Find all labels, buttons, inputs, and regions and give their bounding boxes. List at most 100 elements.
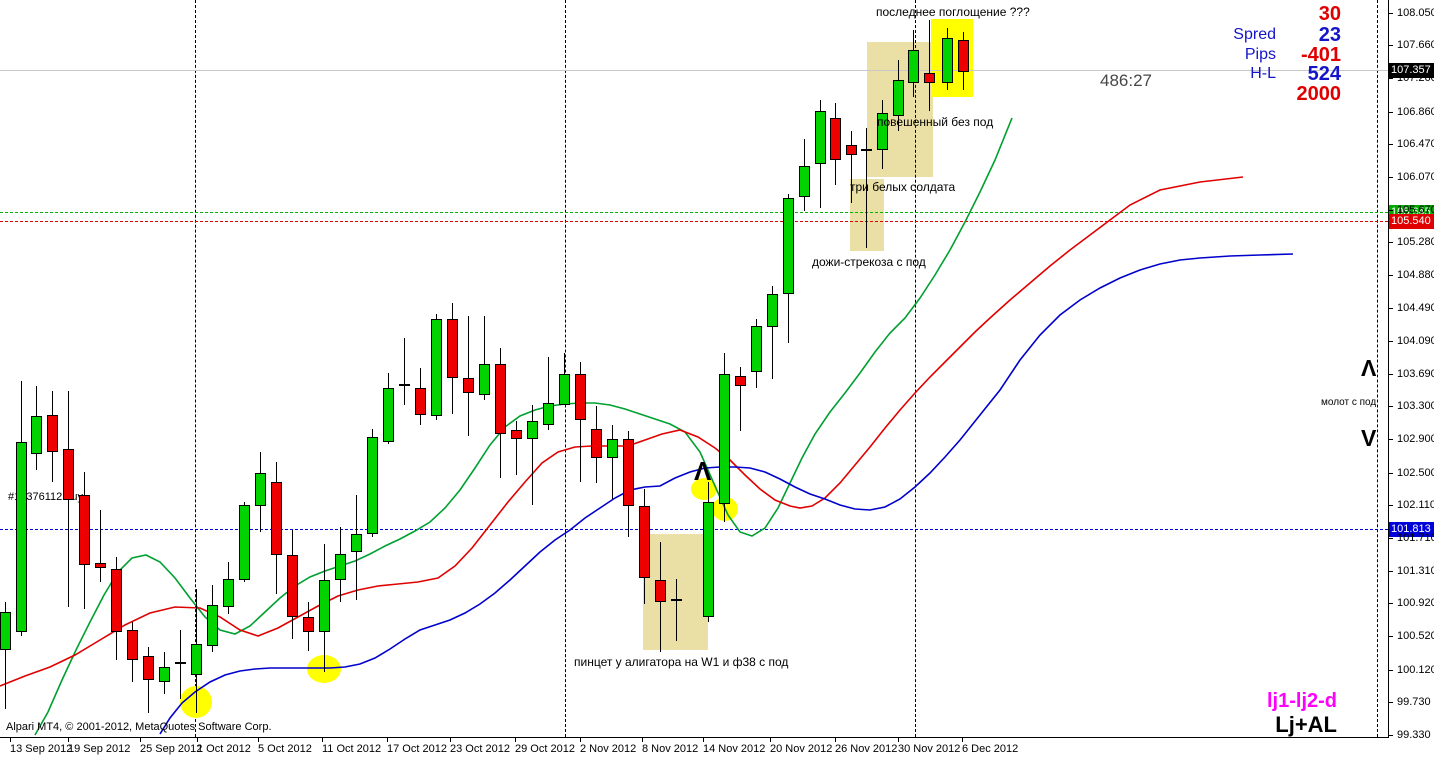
price-tag: 105.540 xyxy=(1389,213,1434,229)
date-label: 8 Nov 2012 xyxy=(642,743,699,755)
candle-wick xyxy=(929,19,930,111)
countdown-timer: 486:27 xyxy=(1100,71,1152,90)
candle-body xyxy=(575,374,586,420)
price-tick-label: 102.500 xyxy=(1397,466,1434,479)
date-label: 25 Sep 2012 xyxy=(140,743,203,755)
candle-wick xyxy=(516,421,517,476)
highlight-ellipse xyxy=(691,478,717,500)
candle-wick xyxy=(484,316,485,400)
chart-area[interactable]: #10376112 buy 486:27 lj1-lj2-d Lj+AL Alp… xyxy=(0,0,1389,738)
highlight-rect xyxy=(643,534,708,650)
date-label: 20 Nov 2012 xyxy=(770,743,833,755)
price-tag: 107.357 xyxy=(1389,63,1434,79)
candle-wick xyxy=(404,338,405,406)
candle-body xyxy=(924,73,935,84)
candle-body xyxy=(815,110,826,164)
date-label: 19 Sep 2012 xyxy=(68,743,131,755)
candle-wick xyxy=(851,130,852,204)
price-tick-label: 103.690 xyxy=(1397,368,1434,380)
candle-body xyxy=(799,166,810,197)
candle-wick xyxy=(866,128,867,249)
date-tick xyxy=(450,738,451,742)
candle-wick xyxy=(580,361,581,482)
hl-value: 524 xyxy=(1307,63,1341,85)
pattern-annotation: молот с под xyxy=(1321,397,1377,408)
price-tag: 101.813 xyxy=(1389,522,1434,538)
price-axis[interactable]: 107.357 105.645 105.540 101.813 108.050 107.6… xyxy=(1388,0,1434,741)
candle-body xyxy=(383,388,394,442)
candle-body xyxy=(511,430,522,440)
candle-body xyxy=(783,197,794,294)
date-label: 23 Oct 2012 xyxy=(450,743,510,755)
price-tick xyxy=(1388,45,1393,47)
price-tick xyxy=(1388,701,1393,703)
candle-body xyxy=(143,655,154,680)
candle-body xyxy=(431,319,442,417)
candle-body xyxy=(623,439,634,507)
candle-body xyxy=(830,118,841,161)
date-label: 13 Sep 2012 xyxy=(10,743,73,755)
candle-body xyxy=(495,364,506,434)
price-tick xyxy=(1388,603,1393,605)
candle-wick xyxy=(532,404,533,505)
period-separator-line xyxy=(1377,0,1378,737)
candle-body xyxy=(447,319,458,379)
candle-body xyxy=(223,579,234,608)
candle-body xyxy=(639,505,650,578)
candle-body xyxy=(191,643,202,675)
price-tick-label: 101.310 xyxy=(1397,565,1434,578)
date-tick xyxy=(898,738,899,742)
date-tick xyxy=(703,738,704,742)
price-tick xyxy=(1388,111,1393,113)
hl-label: H-L xyxy=(1250,65,1276,82)
date-label: 26 Nov 2012 xyxy=(835,743,898,755)
moving-averages-layer xyxy=(0,117,1294,736)
candle-wick xyxy=(148,647,149,713)
price-tick-label: 105.670 xyxy=(1397,204,1434,217)
candle-body xyxy=(79,494,90,566)
ma-green xyxy=(34,117,1013,736)
candle-body xyxy=(893,80,904,116)
pattern-annotation: пинцет у алигатора на W1 и ф38 с под xyxy=(574,655,789,669)
price-tick xyxy=(1388,176,1393,178)
price-tick-label: 104.490 xyxy=(1397,301,1434,314)
date-label: 11 Oct 2012 xyxy=(322,743,382,755)
copyright-text: Alpari MT4, © 2001-2012, MetaQuotes Soft… xyxy=(6,721,272,733)
time-axis[interactable]: 13 Sep 2012 19 Sep 2012 25 Sep 2012 1 Oct 2… xyxy=(0,738,1434,759)
candle-body xyxy=(767,293,778,327)
price-tick xyxy=(1388,242,1393,244)
price-tick-label: 99.730 xyxy=(1397,695,1431,708)
candle-body xyxy=(463,378,474,394)
price-level-line xyxy=(0,70,1388,72)
candle-body xyxy=(908,50,919,83)
date-tick xyxy=(515,738,516,742)
candle-wick xyxy=(772,286,773,379)
date-tick xyxy=(68,738,69,742)
candle-wick xyxy=(740,366,741,432)
date-tick xyxy=(580,738,581,742)
candle-body xyxy=(16,441,27,633)
candle-body xyxy=(591,428,602,459)
pips-label: Pips xyxy=(1244,46,1276,63)
candle-body xyxy=(239,504,250,581)
date-tick xyxy=(642,738,643,742)
price-tick xyxy=(1388,307,1393,309)
candle-body xyxy=(63,448,74,500)
price-tick-label: 108.050 xyxy=(1397,7,1434,19)
info-value-30: 30 xyxy=(1318,3,1341,25)
price-level-line xyxy=(0,529,1388,531)
candle-body xyxy=(95,562,106,568)
price-tick xyxy=(1388,275,1393,277)
period-separator-line xyxy=(915,0,916,737)
candle-body xyxy=(159,667,170,682)
candle-wick xyxy=(100,509,101,582)
price-tick-label: 107.260 xyxy=(1397,72,1434,85)
date-tick xyxy=(835,738,836,742)
price-tick xyxy=(1388,340,1393,342)
price-tick-label: 104.090 xyxy=(1397,334,1434,347)
candle-wick xyxy=(548,357,549,431)
candle-body xyxy=(719,374,730,504)
price-tick-label: 103.300 xyxy=(1397,400,1434,413)
arrow-up-icon: Λ xyxy=(694,456,712,486)
